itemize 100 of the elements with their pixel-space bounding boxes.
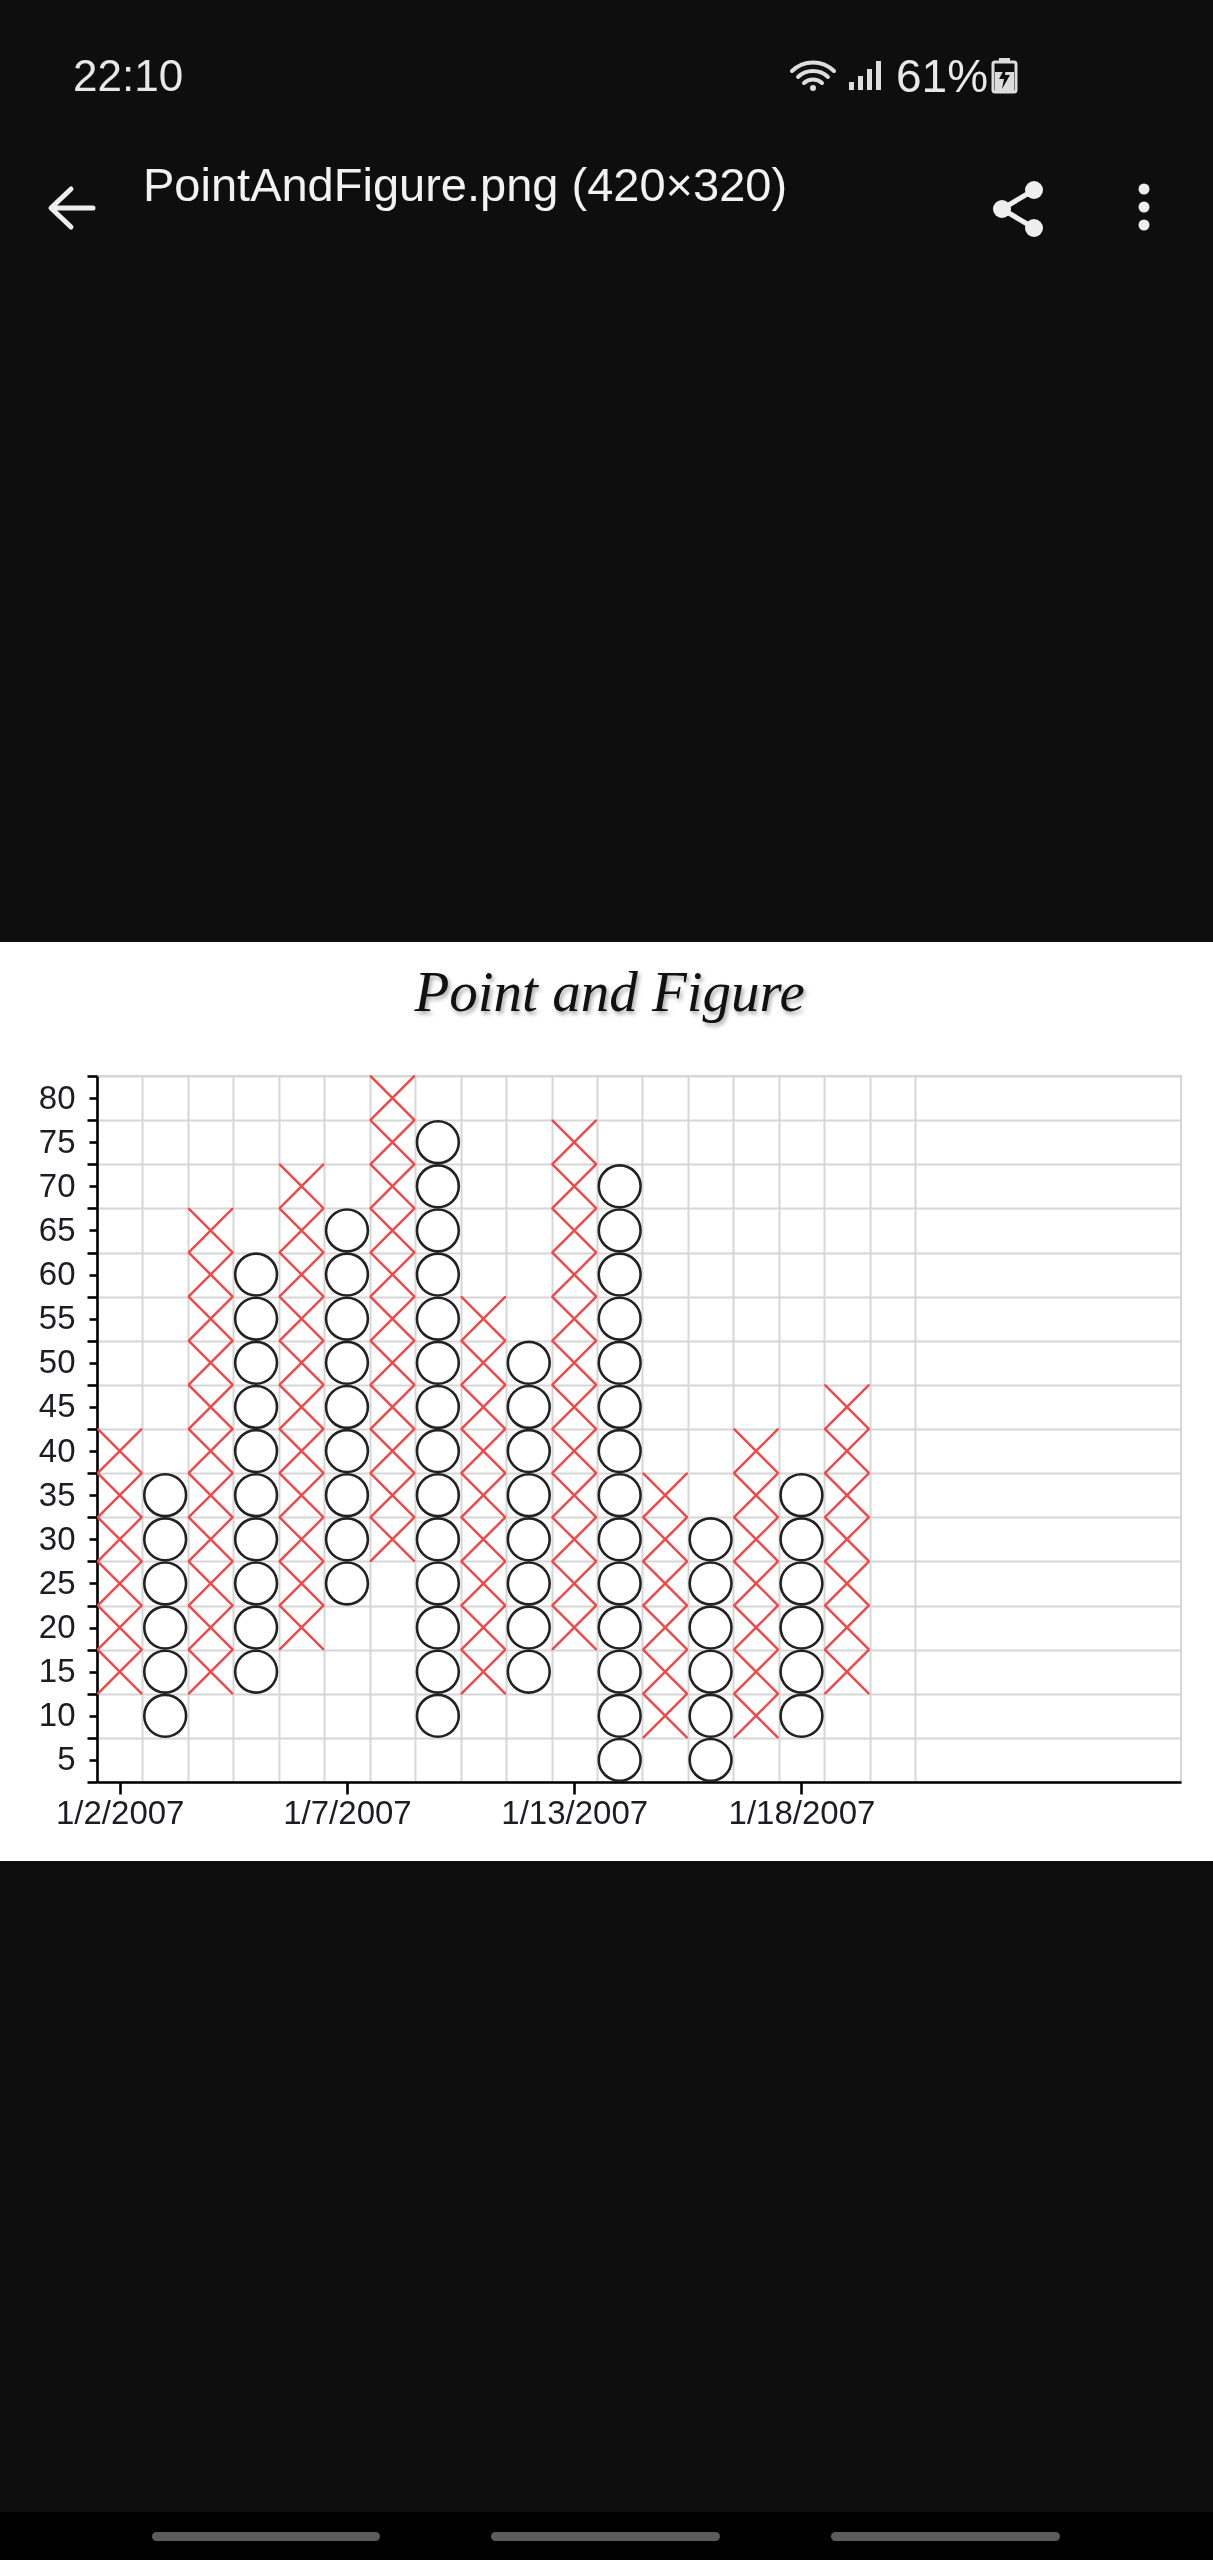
point — [142, 1473, 188, 1518]
point — [415, 1649, 461, 1694]
point — [506, 1384, 551, 1430]
point — [415, 1340, 461, 1385]
point — [779, 1561, 824, 1606]
point — [233, 1561, 279, 1606]
point — [460, 1648, 507, 1695]
point — [551, 1516, 597, 1563]
point — [506, 1517, 551, 1562]
point — [597, 1164, 642, 1209]
point — [779, 1517, 824, 1562]
point — [233, 1605, 279, 1650]
point — [733, 1560, 779, 1607]
point — [324, 1340, 370, 1385]
point — [369, 1340, 416, 1386]
point — [369, 1428, 416, 1474]
point — [688, 1605, 733, 1650]
point — [324, 1561, 370, 1606]
point — [369, 1384, 416, 1430]
y-tick-label: 25 — [38, 1563, 76, 1601]
point — [324, 1473, 370, 1518]
point — [688, 1737, 733, 1783]
point — [597, 1517, 642, 1562]
y-tick-label: 5 — [57, 1740, 76, 1778]
point — [642, 1648, 688, 1695]
y-tick-label: 30 — [38, 1519, 76, 1557]
point — [779, 1605, 824, 1650]
point — [97, 1648, 143, 1695]
point — [369, 1119, 416, 1165]
point — [187, 1516, 234, 1563]
point — [369, 1472, 416, 1518]
point — [506, 1340, 551, 1385]
point — [97, 1516, 143, 1563]
point — [506, 1561, 551, 1606]
point — [779, 1649, 824, 1694]
point — [233, 1296, 279, 1341]
point — [415, 1517, 461, 1562]
point — [824, 1604, 870, 1651]
point — [324, 1252, 370, 1297]
point — [733, 1516, 779, 1563]
point — [824, 1384, 870, 1430]
point — [688, 1693, 733, 1738]
point — [415, 1605, 461, 1650]
point — [506, 1649, 551, 1694]
point — [642, 1560, 688, 1607]
point — [233, 1252, 279, 1297]
point — [324, 1296, 370, 1341]
point — [278, 1428, 325, 1474]
point — [824, 1648, 870, 1695]
point — [506, 1428, 551, 1474]
point — [642, 1604, 688, 1651]
point — [597, 1384, 642, 1430]
point — [233, 1340, 279, 1385]
point — [597, 1649, 642, 1694]
point — [415, 1252, 461, 1297]
point — [597, 1428, 642, 1474]
point — [278, 1384, 325, 1430]
x-tick-label: 1/2/2007 — [55, 1793, 185, 1831]
point — [233, 1517, 279, 1562]
point — [460, 1472, 507, 1518]
point — [142, 1693, 188, 1738]
point — [369, 1075, 416, 1121]
point — [324, 1517, 370, 1562]
point — [551, 1163, 597, 1210]
point — [460, 1340, 507, 1386]
point — [142, 1605, 188, 1650]
point — [187, 1648, 234, 1695]
y-tick-label: 50 — [38, 1343, 76, 1381]
y-tick-label: 45 — [38, 1387, 76, 1425]
point — [233, 1428, 279, 1474]
point — [597, 1208, 642, 1253]
point — [460, 1516, 507, 1563]
point — [551, 1295, 597, 1342]
point — [642, 1693, 688, 1739]
point — [551, 1472, 597, 1518]
point — [597, 1605, 642, 1650]
point — [415, 1473, 461, 1518]
point — [97, 1472, 143, 1518]
point — [415, 1164, 461, 1209]
point — [460, 1384, 507, 1430]
point — [824, 1560, 870, 1607]
y-tick-label: 70 — [38, 1166, 76, 1204]
text: 22:10 — [73, 51, 184, 102]
point — [688, 1649, 733, 1694]
point — [233, 1384, 279, 1430]
point — [97, 1560, 143, 1607]
point — [324, 1208, 370, 1253]
point — [779, 1693, 824, 1738]
point — [415, 1208, 461, 1253]
point — [278, 1472, 325, 1518]
point — [551, 1560, 597, 1607]
point — [597, 1561, 642, 1606]
point — [278, 1340, 325, 1386]
y-tick-label: 65 — [38, 1210, 76, 1248]
y-tick-label: 40 — [38, 1431, 76, 1469]
point — [187, 1428, 234, 1474]
point — [187, 1295, 234, 1342]
point — [551, 1604, 597, 1651]
point — [733, 1428, 779, 1474]
point — [642, 1516, 688, 1563]
